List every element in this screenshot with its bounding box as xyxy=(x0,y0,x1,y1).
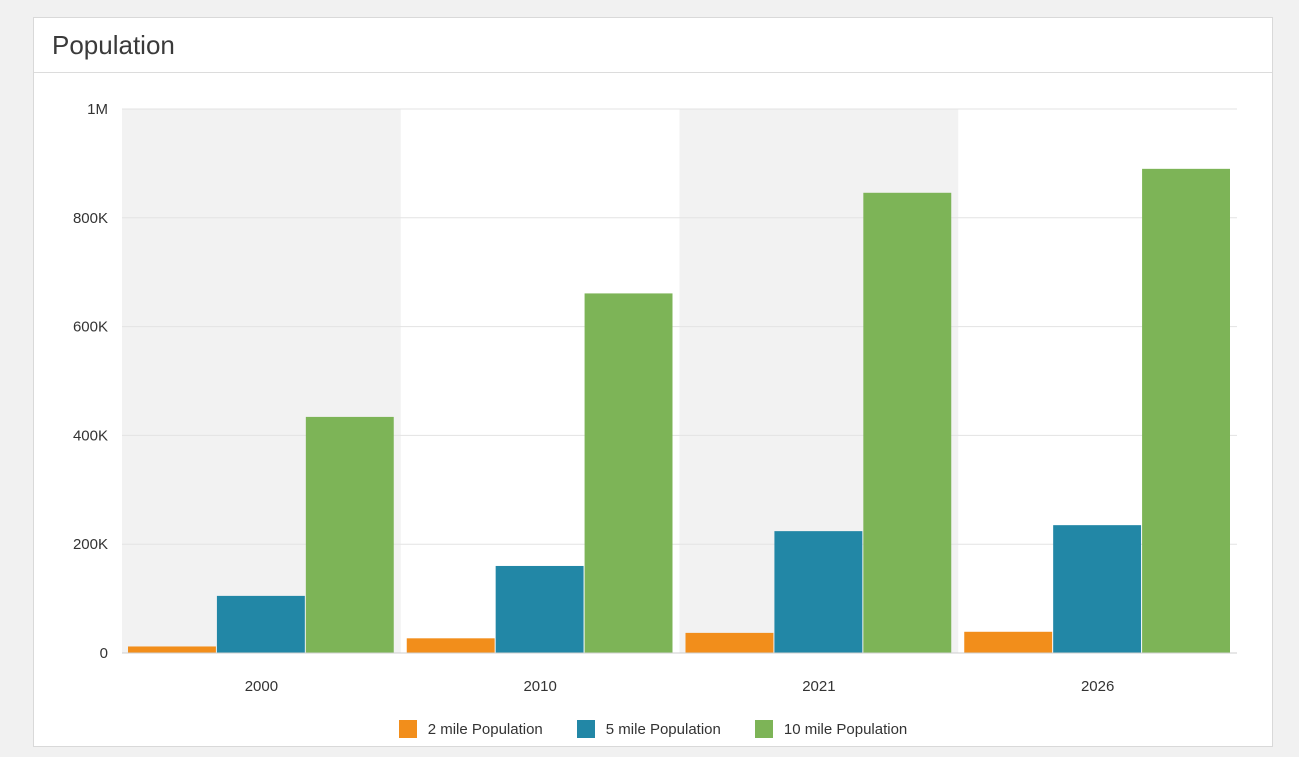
x-tick-label: 2010 xyxy=(523,678,556,695)
bar-5-mile-population xyxy=(495,565,584,653)
bar-10-mile-population xyxy=(305,416,394,653)
population-bar-chart: 0 200K 400K 600K 800K 1M 2000 2010 2021 2026 xyxy=(73,101,1237,695)
legend-swatch xyxy=(754,720,773,738)
legend-item[interactable]: 2 mile Population xyxy=(398,720,543,738)
legend-swatch xyxy=(398,720,417,738)
legend-item[interactable]: 5 mile Population xyxy=(576,720,721,738)
legend-swatch xyxy=(576,720,595,738)
panel-header: Population xyxy=(34,18,1272,73)
bar-2-mile-population xyxy=(685,632,774,653)
y-tick-label: 400K xyxy=(73,427,108,444)
y-tick-label: 200K xyxy=(73,536,108,553)
bar-2-mile-population xyxy=(964,631,1053,653)
y-tick-label: 0 xyxy=(100,645,108,662)
bar-2-mile-population xyxy=(406,638,495,653)
bar-5-mile-population xyxy=(216,595,305,653)
bar-10-mile-population xyxy=(584,293,673,653)
y-tick-label: 800K xyxy=(73,210,108,227)
population-panel: Population 0 200K 400K 600K 800K 1M 2000 2010 20… xyxy=(33,17,1273,747)
legend-label: 10 mile Population xyxy=(783,720,908,738)
bar-5-mile-population xyxy=(774,531,863,653)
x-tick-label: 2000 xyxy=(245,678,278,695)
bar-10-mile-population xyxy=(863,192,952,653)
bar-5-mile-population xyxy=(1053,525,1142,653)
panel-title: Population xyxy=(52,29,175,60)
legend-label: 5 mile Population xyxy=(605,720,721,738)
bar-2-mile-population xyxy=(128,646,216,653)
legend-label: 2 mile Population xyxy=(427,720,543,738)
legend-item[interactable]: 10 mile Population xyxy=(754,720,908,738)
y-tick-label: 1M xyxy=(87,101,108,118)
x-tick-label: 2021 xyxy=(802,678,835,695)
x-tick-label: 2026 xyxy=(1081,678,1114,695)
bar-10-mile-population xyxy=(1142,168,1230,653)
y-tick-label: 600K xyxy=(73,319,108,336)
chart-legend: 2 mile Population 5 mile Population 10 mil… xyxy=(34,720,1272,738)
